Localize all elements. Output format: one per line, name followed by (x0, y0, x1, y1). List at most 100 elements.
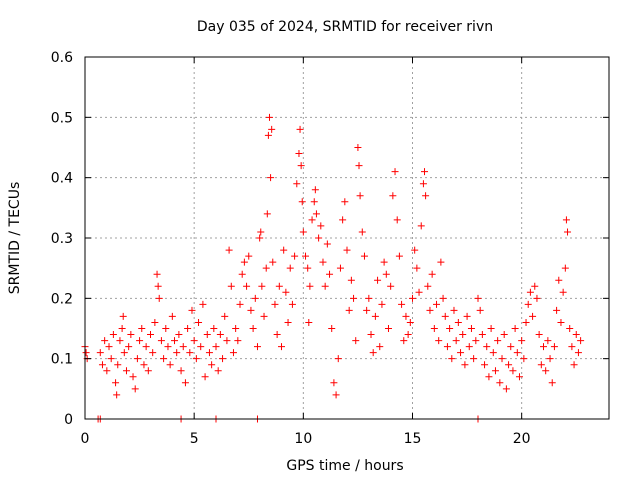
data-point (212, 343, 220, 351)
data-point (243, 282, 251, 290)
data-point (478, 331, 486, 339)
data-point (419, 180, 427, 188)
data-point (164, 343, 172, 351)
data-point (310, 198, 318, 206)
data-point (302, 252, 310, 260)
data-point (210, 325, 218, 332)
data-point (269, 258, 277, 266)
data-point (219, 355, 227, 363)
data-point (421, 168, 429, 176)
data-point (160, 355, 168, 363)
y-tick-label: 0.1 (51, 352, 73, 368)
data-point (371, 312, 379, 320)
data-point (280, 246, 288, 254)
data-point (428, 270, 436, 278)
data-point (199, 300, 207, 308)
data-point (355, 162, 363, 170)
data-point (153, 270, 161, 278)
data-point (557, 318, 565, 326)
data-point (326, 270, 334, 278)
data-point (531, 282, 539, 290)
data-point (181, 379, 189, 387)
data-point (430, 325, 438, 332)
data-point (544, 337, 552, 345)
data-point (367, 331, 375, 339)
data-point (498, 355, 506, 363)
data-point (232, 325, 240, 332)
data-point (118, 325, 126, 332)
data-point (409, 294, 416, 302)
data-point (350, 294, 358, 302)
data-point (328, 325, 336, 332)
data-point (354, 144, 362, 151)
data-point (358, 228, 366, 236)
data-point (225, 246, 233, 254)
data-point (142, 343, 150, 351)
data-point (356, 192, 364, 200)
data-point (138, 325, 146, 332)
data-point (173, 349, 181, 357)
data-point (234, 337, 242, 345)
data-point (378, 300, 386, 308)
data-point (540, 343, 547, 351)
data-point (555, 276, 563, 284)
data-point (439, 294, 447, 302)
data-point (347, 276, 355, 284)
data-point (114, 361, 122, 369)
x-tick-label: 0 (81, 431, 90, 447)
data-point (119, 312, 127, 320)
data-point (293, 180, 301, 188)
data-point (443, 343, 451, 351)
data-point (577, 337, 585, 345)
data-point (507, 343, 515, 351)
data-point (382, 270, 390, 278)
data-point (184, 325, 192, 332)
data-point (529, 312, 537, 320)
data-point (360, 252, 368, 260)
data-point (140, 361, 148, 369)
data-point (155, 294, 163, 302)
data-point (120, 349, 128, 357)
data-point (363, 306, 371, 314)
data-point (461, 361, 469, 369)
data-point (238, 270, 246, 278)
data-point (454, 318, 462, 326)
data-point (257, 228, 265, 236)
data-point (374, 276, 382, 284)
data-point (524, 300, 532, 308)
data-point (144, 367, 152, 375)
data-point (251, 294, 259, 302)
data-point (452, 337, 460, 345)
data-point (262, 264, 270, 272)
data-point (459, 331, 467, 339)
data-point (253, 343, 261, 351)
data-point (188, 306, 196, 314)
data-point (129, 373, 137, 381)
data-point (258, 282, 266, 290)
data-points (81, 113, 585, 423)
data-point (205, 349, 213, 357)
data-point (308, 216, 316, 224)
data-point (535, 331, 543, 339)
data-point (463, 312, 471, 320)
x-tick-label: 5 (190, 431, 199, 447)
data-point (319, 258, 327, 266)
data-point (168, 312, 176, 320)
data-point (485, 373, 493, 381)
data-point (282, 288, 290, 296)
data-point (133, 355, 141, 363)
data-point (177, 367, 185, 375)
data-point (151, 318, 159, 326)
data-point (105, 343, 113, 351)
data-point (518, 337, 526, 345)
data-point (574, 349, 582, 357)
data-point (487, 325, 495, 332)
data-point (413, 264, 421, 272)
data-point (542, 367, 550, 375)
data-point (306, 282, 314, 290)
data-point (113, 391, 121, 399)
data-point (334, 355, 342, 363)
data-point (513, 349, 521, 357)
